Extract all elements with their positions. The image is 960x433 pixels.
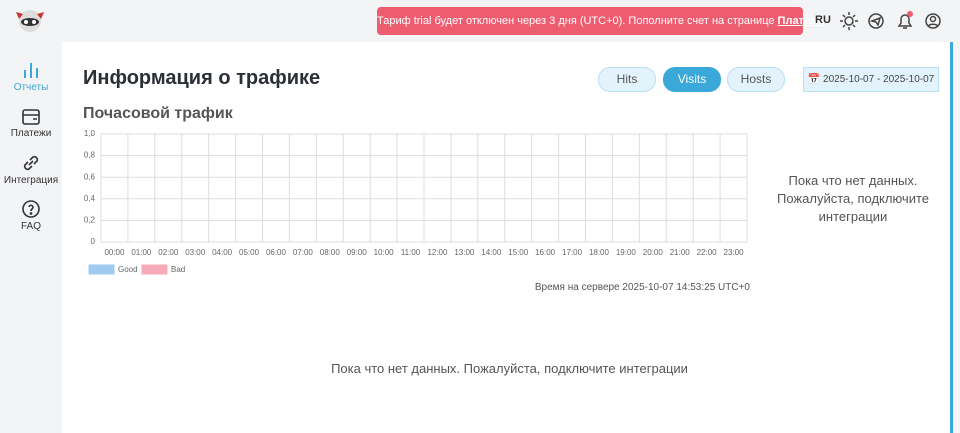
legend-label: Bad — [171, 265, 185, 274]
y-tick-label: 1,0 — [84, 129, 96, 138]
server-time: Время на сервере 2025-10-07 14:53:25 UTC… — [534, 282, 750, 293]
trial-banner: Тариф trial будет отключен через 3 дня (… — [377, 7, 824, 35]
x-tick-label: 13:00 — [454, 248, 475, 257]
legend-swatch — [141, 264, 168, 275]
y-tick-label: 0 — [91, 237, 96, 246]
legend-label: Good — [118, 265, 138, 274]
nav-item[interactable]: Отчеты — [13, 82, 49, 93]
x-tick-label: 12:00 — [427, 248, 448, 257]
chart: 0 0,2 0,4 0,6 0,8 1,0 00:00 01:00 02:00 03:00 04:0… — [84, 129, 748, 275]
bottom-note: Пока что нет данных. Пожалуйста, подключ… — [331, 361, 688, 376]
x-tick-label: 09:00 — [347, 248, 368, 257]
reports-icon[interactable] — [21, 60, 41, 80]
banner-text: Тариф trial будет отключен через 3 дня (… — [377, 15, 778, 27]
note-line: Пока что нет данных. — [788, 173, 918, 188]
y-tick-label: 0,6 — [84, 172, 96, 181]
x-tick-label: 16:00 — [535, 248, 556, 257]
logo — [16, 10, 44, 32]
x-tick-label: 11:00 — [401, 248, 421, 257]
x-tick-label: 22:00 — [697, 248, 718, 257]
x-tick-label: 18:00 — [589, 248, 610, 257]
header-icons — [840, 11, 941, 30]
x-tick-label: 07:00 — [293, 248, 314, 257]
x-tick-label: 23:00 — [724, 248, 745, 257]
tab-button[interactable]: Hosts — [727, 67, 785, 92]
tab-button[interactable]: Visits — [663, 67, 721, 92]
x-tick-label: 19:00 — [616, 248, 637, 257]
integration-icon[interactable] — [21, 153, 41, 173]
nav-item[interactable]: FAQ — [20, 221, 41, 232]
side-note: Пока что нет данных. Пожалуйста, подключи… — [760, 172, 946, 226]
y-tick-label: 0,2 — [84, 216, 96, 225]
page-title: Информация о трафике — [83, 67, 321, 89]
x-tick-label: 03:00 — [185, 248, 206, 257]
telegram-icon[interactable] — [868, 13, 884, 29]
x-tick-label: 04:00 — [212, 248, 233, 257]
date-range: 2025-10-07 - 2025-10-07 — [823, 74, 935, 85]
payments-icon[interactable] — [21, 107, 41, 127]
y-tick-label: 0,4 — [84, 194, 96, 203]
x-tick-label: 00:00 — [104, 248, 125, 257]
x-tick-label: 20:00 — [643, 248, 664, 257]
date-picker[interactable]: 📅 2025-10-07 - 2025-10-07 — [803, 67, 939, 92]
x-tick-label: 10:00 — [374, 248, 395, 257]
nav-item[interactable]: Платежи — [10, 128, 52, 139]
x-tick-label: 17:00 — [562, 248, 583, 257]
language[interactable]: RU — [815, 14, 831, 26]
note-line: Пожалуйста, подключите — [777, 191, 929, 206]
nav-item[interactable]: Интеграция — [3, 175, 59, 186]
theme-icon[interactable] — [840, 12, 858, 30]
bell-icon[interactable] — [897, 11, 913, 29]
legend-swatch — [88, 264, 115, 275]
x-tick-label: 01:00 — [131, 248, 152, 257]
faq-icon[interactable] — [21, 199, 41, 219]
x-tick-label: 05:00 — [239, 248, 260, 257]
x-tick-label: 14:00 — [481, 248, 502, 257]
main-panel — [62, 42, 953, 433]
user-icon[interactable] — [925, 13, 941, 29]
x-tick-label: 21:00 — [670, 248, 691, 257]
x-tick-label: 06:00 — [266, 248, 287, 257]
x-tick-label: 02:00 — [158, 248, 179, 257]
note-line: интеграции — [818, 209, 888, 224]
y-tick-label: 0,8 — [84, 151, 96, 160]
chart-title: Почасовой трафик — [83, 105, 233, 122]
banner-link[interactable]: Платежи — [777, 15, 825, 27]
tab-button[interactable]: Hits — [598, 67, 656, 92]
x-tick-label: 15:00 — [508, 248, 529, 257]
x-tick-label: 08:00 — [320, 248, 341, 257]
